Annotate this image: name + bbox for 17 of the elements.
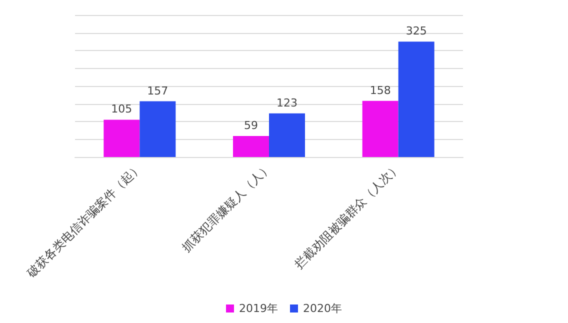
data-label: 105 — [111, 102, 132, 116]
data-label: 157 — [147, 84, 168, 98]
data-label: 325 — [406, 24, 427, 38]
bar — [362, 100, 398, 157]
data-label: 158 — [370, 84, 391, 97]
x-tick-label: 拦截劝阻被骗群众（人次） — [292, 160, 404, 272]
bar — [140, 101, 176, 157]
bar — [104, 120, 140, 157]
bar — [233, 136, 269, 157]
x-tick-label: 抓获犯罪嫌疑人（人） — [179, 160, 274, 255]
data-label: 59 — [244, 119, 258, 132]
x-tick-label: 破获各类电信诈骗案件（起） — [24, 160, 145, 281]
legend-label: 2020年 — [303, 302, 342, 315]
data-label: 123 — [276, 96, 298, 110]
bar — [398, 42, 434, 157]
legend-label: 2019年 — [239, 302, 278, 315]
bar — [269, 113, 305, 157]
